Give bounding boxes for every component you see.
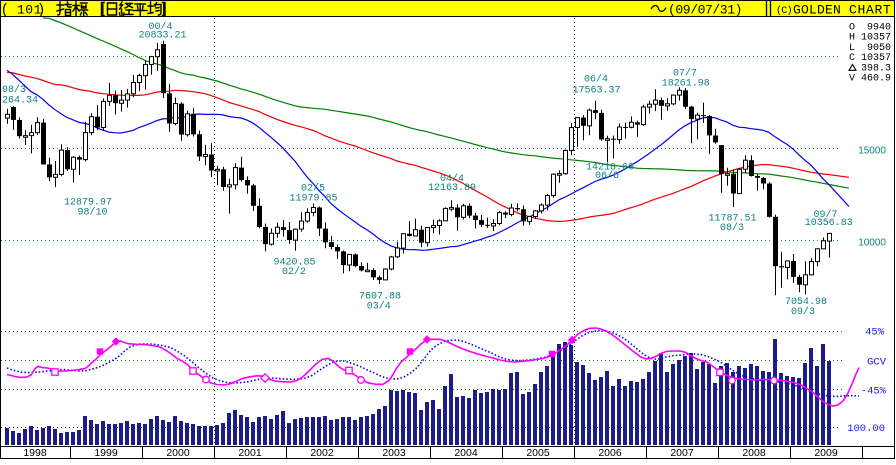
svg-text:2001: 2001 [238,447,262,459]
svg-text:2004: 2004 [454,447,478,459]
svg-text:100.00: 100.00 [847,423,885,435]
svg-text:18261.98: 18261.98 [662,79,710,90]
svg-text:02/5: 02/5 [301,183,325,195]
svg-text:10356.83: 10356.83 [805,218,853,229]
svg-text:98/3: 98/3 [2,84,26,96]
svg-text:10357: 10357 [861,53,891,64]
svg-text:11787.51: 11787.51 [708,214,756,225]
svg-text:2000: 2000 [166,447,190,459]
svg-text:09/3: 09/3 [791,306,815,318]
svg-text:12163.89: 12163.89 [428,183,476,194]
svg-text:15000: 15000 [858,146,886,157]
svg-text:09/7: 09/7 [813,209,837,221]
svg-text:9050: 9050 [867,43,891,54]
svg-text:(C): (C) [776,5,792,17]
svg-text:1998: 1998 [23,447,47,459]
svg-text:17563.37: 17563.37 [572,86,620,97]
svg-text:460.9: 460.9 [861,74,891,85]
svg-text:2003: 2003 [382,447,406,459]
svg-text:GCV: GCV [867,357,887,369]
svg-text:11979.85: 11979.85 [289,194,337,205]
svg-text:264.34: 264.34 [2,96,38,107]
svg-text:398.3: 398.3 [861,63,891,74]
svg-text:7054.98: 7054.98 [785,297,827,308]
svg-text:2002: 2002 [310,447,334,459]
svg-text:101: 101 [17,3,42,18]
svg-text:2008: 2008 [742,447,766,459]
svg-text:2006: 2006 [598,447,622,459]
svg-text:): ) [39,1,44,18]
svg-text:(09/07/31): (09/07/31) [668,3,742,18]
svg-text:9940: 9940 [867,23,891,34]
svg-text:06/6: 06/6 [595,170,619,182]
svg-text:GOLDEN: GOLDEN [793,3,841,18]
svg-text:2005: 2005 [526,447,550,459]
svg-text:06/4: 06/4 [584,74,608,86]
svg-text:2007: 2007 [670,447,694,459]
svg-text:C: C [849,53,855,64]
svg-text:1999: 1999 [94,447,118,459]
svg-text:07/7: 07/7 [673,68,697,80]
svg-text:20833.21: 20833.21 [138,31,186,42]
svg-text:(: ( [2,1,7,18]
svg-text:14218.60: 14218.60 [586,163,634,174]
svg-text:-45%: -45% [861,386,887,398]
svg-text:03/4: 03/4 [367,300,391,312]
svg-text:9420.85: 9420.85 [273,258,315,269]
svg-text:10000: 10000 [858,238,886,249]
svg-text:02/2: 02/2 [282,266,306,278]
svg-text:O: O [849,23,855,34]
svg-text:7607.88: 7607.88 [359,291,401,302]
svg-text:12879.97: 12879.97 [64,198,112,209]
svg-text:CHART: CHART [849,3,892,18]
svg-text:00/4: 00/4 [148,21,172,33]
svg-text:98/10: 98/10 [77,207,107,219]
svg-text:L: L [849,43,855,54]
svg-text:45%: 45% [865,327,885,339]
svg-text:V: V [849,74,855,85]
svg-text:08/3: 08/3 [720,222,744,234]
svg-text:10357: 10357 [861,33,891,44]
svg-text:2009: 2009 [814,447,838,459]
svg-text:04/4: 04/4 [440,173,464,185]
svg-text:H: H [849,33,855,44]
